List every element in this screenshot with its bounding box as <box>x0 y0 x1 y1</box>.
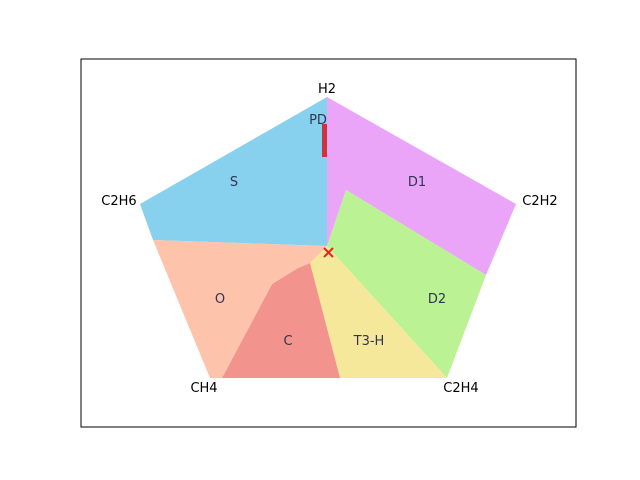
vertex-label-c2h6: C2H6 <box>101 194 136 209</box>
vertex-label-c2h2: C2H2 <box>522 194 557 209</box>
vertex-label-h2: H2 <box>318 82 336 97</box>
zone-label-s: S <box>230 175 238 190</box>
zone-t3h <box>310 246 447 378</box>
zone-label-d2: D2 <box>428 292 446 307</box>
zone-label-t3h: T3-H <box>353 334 385 349</box>
zone-label-d1: D1 <box>408 175 426 190</box>
sample-point-marker <box>323 247 334 258</box>
zone-label-o: O <box>215 292 225 307</box>
zone-d2 <box>327 190 486 378</box>
zone-c <box>222 263 340 378</box>
zone-label-pd: PD <box>309 113 327 128</box>
zone-pd <box>322 124 327 157</box>
vertex-label-c2h4: C2H4 <box>443 381 478 396</box>
zone-label-c: C <box>283 334 292 349</box>
zone-o <box>153 240 327 378</box>
vertex-label-ch4: CH4 <box>190 381 217 396</box>
zone-d1 <box>327 97 516 275</box>
zone-s <box>140 97 327 246</box>
